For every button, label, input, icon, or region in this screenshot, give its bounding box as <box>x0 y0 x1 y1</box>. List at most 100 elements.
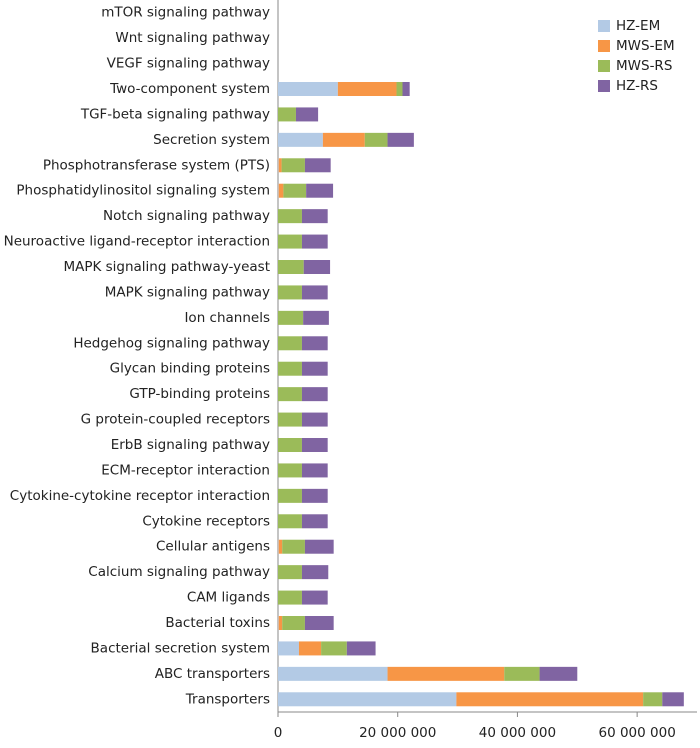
bar-segment <box>278 412 302 427</box>
bar-segment <box>278 285 302 300</box>
bar-segment <box>278 488 302 503</box>
y-tick-label: Cytokine-cytokine receptor interaction <box>10 488 270 504</box>
bar-segment <box>278 616 279 630</box>
bar-segment <box>643 692 663 707</box>
bar-segment <box>298 641 322 656</box>
bar-segment <box>278 361 302 376</box>
bar-segment <box>304 158 331 173</box>
y-tick-label: Phosphatidylinositol signaling system <box>16 183 270 199</box>
bar-segment <box>396 82 403 96</box>
y-tick-label: CAM ligands <box>187 590 270 606</box>
bar-segment <box>278 641 299 656</box>
bar-segment <box>283 183 307 198</box>
bar-segment <box>301 336 328 351</box>
bar-segment <box>278 234 302 249</box>
bar-segment <box>278 666 388 681</box>
bar-segment <box>337 82 397 96</box>
y-tick-label: MAPK signaling pathway <box>105 284 270 300</box>
legend-label: MWS-RS <box>616 58 672 74</box>
bar-segment <box>278 209 302 224</box>
legend-label: MWS-EM <box>616 38 675 54</box>
bar-segment <box>278 565 302 580</box>
y-tick-label: Cytokine receptors <box>142 513 270 529</box>
bar-segment <box>301 234 328 249</box>
y-tick-label: Ion channels <box>184 310 270 326</box>
bar-segment <box>282 616 305 630</box>
bar-segment <box>278 82 338 96</box>
bar-segment <box>301 590 328 605</box>
y-tick-label: MAPK signaling pathway-yeast <box>63 259 270 275</box>
x-tick-label: 60 000 000 <box>598 725 675 741</box>
bar-segment <box>278 183 279 198</box>
x-tick-label: 40 000 000 <box>479 725 556 741</box>
y-tick-label: Calcium signaling pathway <box>88 564 270 580</box>
bar-segment <box>301 361 328 376</box>
bar-segment <box>278 590 302 605</box>
y-tick-label: GTP-binding proteins <box>129 386 270 402</box>
y-tick-label: VEGF signaling pathway <box>107 56 270 72</box>
y-tick-label: ABC transporters <box>155 666 270 682</box>
y-tick-label: mTOR signaling pathway <box>101 5 270 21</box>
y-tick-label: Bacterial toxins <box>165 615 270 631</box>
y-tick-label: TGF-beta signaling pathway <box>80 106 270 122</box>
legend-swatch <box>598 20 610 32</box>
bar-segment <box>346 641 376 656</box>
bar-segment <box>278 132 323 147</box>
bar-segment <box>387 666 505 681</box>
y-tick-label: Bacterial secretion system <box>91 640 270 656</box>
bar-segment <box>278 539 283 554</box>
x-tick-label: 0 <box>274 725 283 741</box>
bar-segment <box>539 666 578 681</box>
bar-segment <box>301 488 328 503</box>
bar-segment <box>278 387 302 402</box>
bar-segment <box>456 692 644 707</box>
y-tick-label: Transporters <box>185 691 270 707</box>
bar-segment <box>278 463 302 478</box>
legend-swatch <box>598 60 610 72</box>
bar-segment <box>301 209 328 224</box>
bar-segment <box>504 666 540 681</box>
legend-label: HZ-RS <box>616 78 658 94</box>
legend-swatch <box>598 80 610 92</box>
bar-segment <box>387 132 414 147</box>
bar-segment <box>364 132 388 147</box>
bar-segment <box>278 616 283 630</box>
y-tick-label: Neuroactive ligand-receptor interaction <box>4 234 270 250</box>
bar-segment <box>301 514 328 529</box>
bar-segment <box>301 565 329 580</box>
bar-segment <box>295 107 319 122</box>
y-tick-label: Phosphotransferase system (PTS) <box>43 157 270 173</box>
bar-segment <box>662 692 684 707</box>
bar-segment <box>301 387 328 402</box>
bar-segment <box>301 412 328 427</box>
bar-segment <box>304 539 334 554</box>
bar-segment <box>278 260 304 274</box>
y-tick-label: Notch signaling pathway <box>103 208 270 224</box>
bar-segment <box>278 514 302 529</box>
bar-segment <box>278 183 284 198</box>
bar-segment <box>322 132 365 147</box>
bar-segment <box>278 336 302 351</box>
bar-segment <box>278 539 279 554</box>
y-tick-label: ErbB signaling pathway <box>111 437 270 453</box>
bar-segment <box>281 158 305 173</box>
bar-segment <box>278 310 304 325</box>
legend-label: HZ-EM <box>616 18 660 34</box>
bar-segment <box>278 692 457 707</box>
bar-segment <box>321 641 347 656</box>
y-tick-label: Cellular antigens <box>156 539 270 555</box>
bar-segment <box>303 260 331 274</box>
bar-segment <box>278 158 282 173</box>
bar-segment <box>402 82 410 96</box>
bar-segment <box>301 463 328 478</box>
bar-segment <box>278 438 302 452</box>
x-tick-label: 20 000 000 <box>359 725 436 741</box>
y-tick-label: Wnt signaling pathway <box>115 30 270 46</box>
bar-segment <box>306 183 334 198</box>
legend-swatch <box>598 40 610 52</box>
y-tick-label: Hedgehog signaling pathway <box>73 335 270 351</box>
bar-segment <box>303 310 329 325</box>
y-tick-label: Two-component system <box>109 81 270 97</box>
y-tick-label: Glycan binding proteins <box>110 361 270 377</box>
